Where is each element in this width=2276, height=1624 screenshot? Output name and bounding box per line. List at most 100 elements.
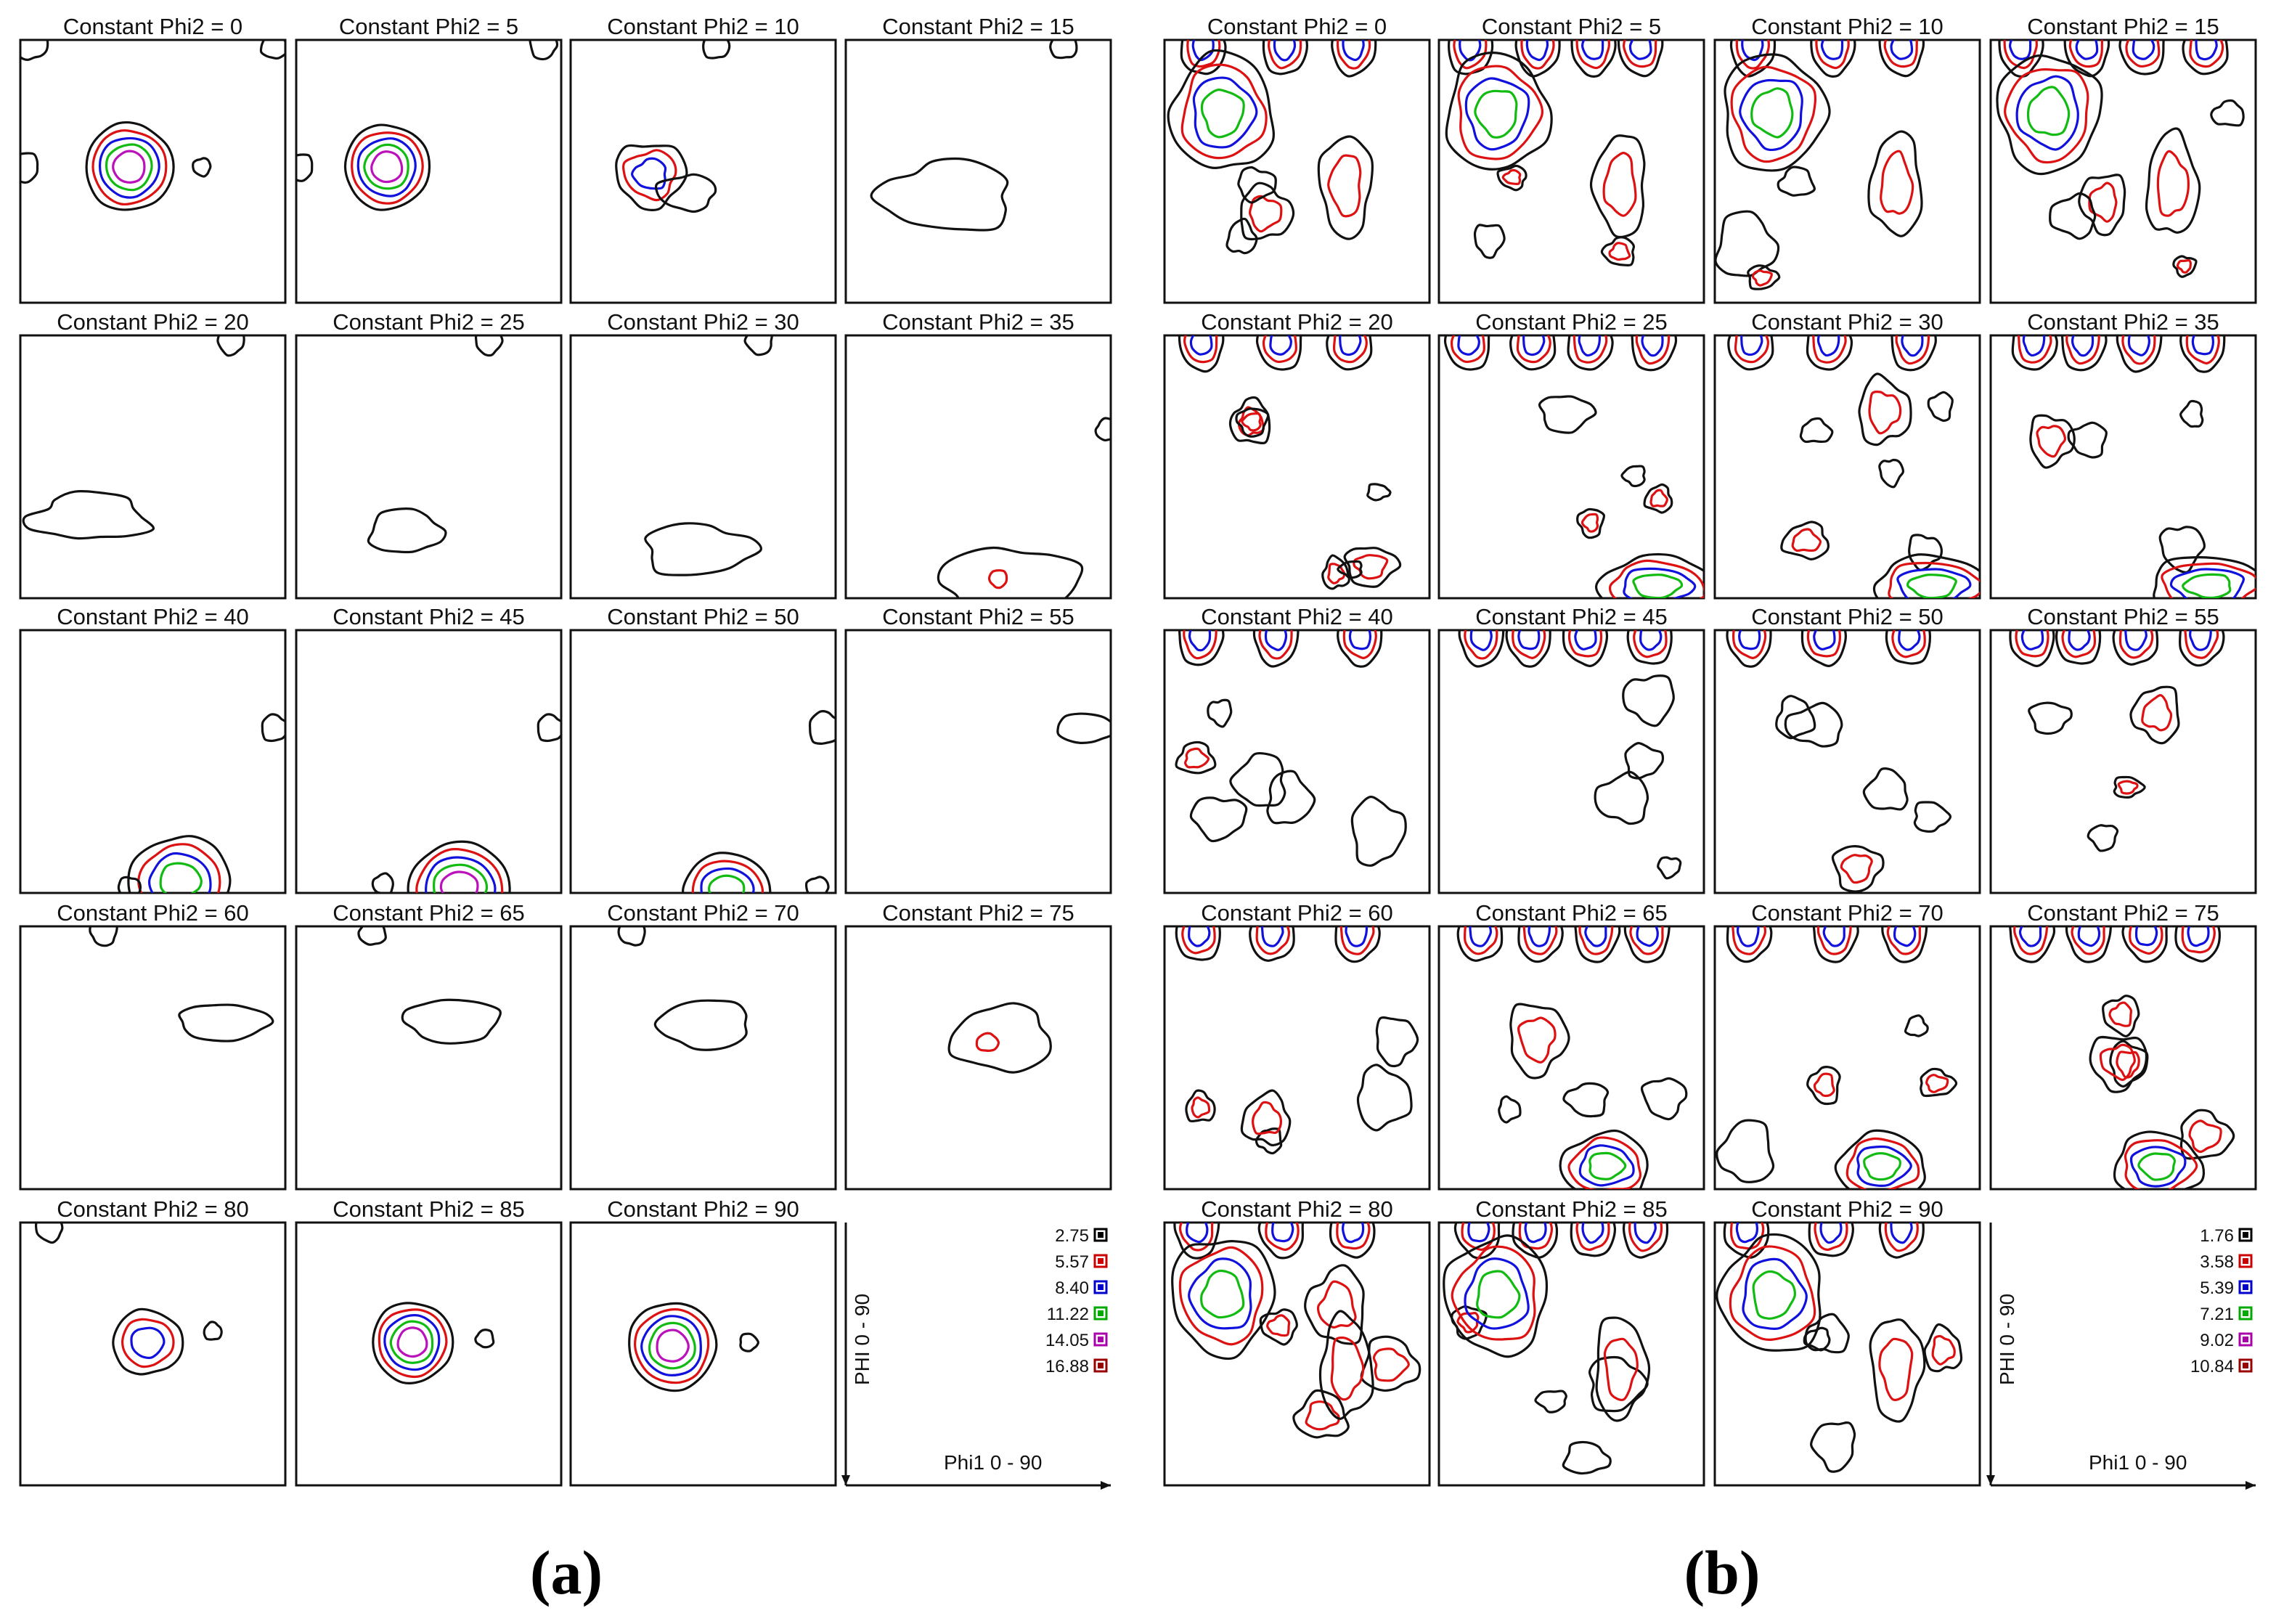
contour-group bbox=[1996, 40, 2245, 278]
contour-group bbox=[1167, 40, 1377, 255]
odf-section-panel: Constant Phi2 = 85 bbox=[295, 1196, 563, 1487]
contour-line bbox=[2153, 556, 2256, 598]
contour-line bbox=[2029, 414, 2076, 469]
contour-line bbox=[1578, 926, 1614, 955]
contour-line bbox=[1240, 1089, 1292, 1147]
contour-line bbox=[743, 335, 773, 356]
contour-line bbox=[682, 852, 772, 893]
contour-line bbox=[1632, 574, 1684, 598]
contour-line bbox=[1998, 40, 2044, 78]
contour-line bbox=[1443, 1234, 1548, 1358]
contour-line bbox=[1527, 926, 1551, 947]
contour-line bbox=[1800, 630, 1847, 668]
panel-title: Constant Phi2 = 35 bbox=[2027, 309, 2219, 335]
contour-line bbox=[432, 863, 489, 893]
contour-line bbox=[1589, 134, 1646, 239]
contour-line bbox=[2065, 926, 2113, 963]
contour-line bbox=[1925, 1074, 1949, 1093]
contour-line bbox=[1822, 926, 1845, 947]
contour-line bbox=[1888, 561, 1980, 598]
panel-title: Constant Phi2 = 5 bbox=[339, 14, 518, 39]
contour-line bbox=[1337, 630, 1383, 668]
contour-line bbox=[370, 150, 404, 184]
contour-line bbox=[2118, 630, 2154, 659]
contour-line bbox=[2088, 181, 2118, 223]
contour-line bbox=[1336, 1223, 1371, 1250]
odf-section-panel: Constant Phi2 = 15 bbox=[844, 14, 1112, 304]
contour-line bbox=[1094, 417, 1111, 442]
contour-line bbox=[2060, 335, 2108, 372]
contour-line bbox=[2124, 630, 2147, 651]
contour-group bbox=[367, 335, 504, 554]
contour-line bbox=[1348, 630, 1372, 650]
contour-line bbox=[1178, 1223, 1214, 1252]
contour-line bbox=[1878, 1337, 1914, 1402]
contour-line bbox=[1622, 674, 1675, 727]
panel-title: Constant Phi2 = 65 bbox=[333, 900, 525, 926]
contour-line bbox=[1890, 1223, 1913, 1244]
contour-line bbox=[1608, 559, 1704, 598]
contour-line bbox=[2156, 150, 2190, 217]
legend-swatch-fill bbox=[2243, 1232, 2248, 1238]
contour-line bbox=[2121, 335, 2156, 365]
contour-line bbox=[148, 852, 212, 893]
contour-line bbox=[1810, 40, 1856, 78]
contour-line bbox=[89, 926, 118, 947]
contour-line bbox=[739, 1332, 759, 1352]
odf-section-panel: Constant Phi2 = 45 bbox=[1437, 604, 1705, 894]
contour-line bbox=[1372, 1347, 1410, 1382]
contour-line bbox=[1831, 845, 1885, 893]
contour-line bbox=[1608, 242, 1631, 261]
contour-group bbox=[1056, 712, 1111, 744]
contour-line bbox=[112, 1307, 184, 1376]
panel-frame bbox=[19, 1221, 287, 1487]
contour-group bbox=[2011, 335, 2256, 598]
contour-line bbox=[1512, 630, 1546, 659]
phi1-axis-label: Phi1 0 - 90 bbox=[944, 1451, 1042, 1474]
panel-frame bbox=[295, 629, 563, 894]
contour-line bbox=[159, 862, 203, 893]
contour-line bbox=[2182, 40, 2229, 76]
panel-title: Constant Phi2 = 65 bbox=[1475, 900, 1668, 926]
contour-line bbox=[1501, 168, 1522, 186]
contour-line bbox=[117, 876, 142, 893]
contour-line bbox=[2179, 399, 2204, 428]
panel-frame bbox=[569, 38, 837, 304]
contour-line bbox=[1806, 630, 1842, 658]
odf-section-panel: Constant Phi2 = 5 bbox=[1437, 14, 1705, 304]
contour-line bbox=[1266, 770, 1316, 825]
contour-line bbox=[1559, 1129, 1649, 1189]
contour-line bbox=[1726, 926, 1773, 963]
contour-line bbox=[1777, 166, 1816, 197]
legend-swatch-fill bbox=[2243, 1310, 2248, 1316]
contour-line bbox=[2117, 780, 2139, 795]
contour-line bbox=[1878, 458, 1905, 489]
panel-frame bbox=[295, 334, 563, 600]
contour-line bbox=[1496, 164, 1527, 192]
contour-line bbox=[2112, 630, 2159, 666]
contour-line bbox=[1726, 630, 1772, 668]
panel-frame bbox=[1437, 334, 1705, 600]
contour-line bbox=[20, 152, 39, 184]
contour-line bbox=[1252, 1101, 1283, 1135]
contour-line bbox=[1578, 335, 1602, 357]
legend-swatch-fill bbox=[2243, 1284, 2248, 1290]
contour-line bbox=[1509, 335, 1557, 371]
contour-line bbox=[1180, 40, 1227, 76]
contour-line bbox=[937, 546, 1084, 598]
contour-line bbox=[1461, 1223, 1496, 1252]
contour-line bbox=[1588, 1355, 1649, 1413]
legend-panel: PHI 0 - 90 Phi1 0 - 90 2.75 5.57 8.40 11.22 14… bbox=[841, 1223, 1111, 1490]
contour-line bbox=[1752, 269, 1773, 287]
odf-section-panel: Constant Phi2 = 85 bbox=[1437, 1196, 1705, 1487]
contour-line bbox=[2127, 335, 2150, 356]
contour-line bbox=[1474, 89, 1518, 139]
contour-line bbox=[2187, 926, 2210, 947]
contour-line bbox=[1631, 335, 1678, 372]
contour-group bbox=[1171, 1223, 1422, 1439]
contour-line bbox=[644, 522, 762, 576]
odf-section-panel: Constant Phi2 = 25 bbox=[295, 309, 563, 600]
contour-line bbox=[1639, 630, 1663, 651]
panel-title: Constant Phi2 = 20 bbox=[57, 309, 249, 335]
